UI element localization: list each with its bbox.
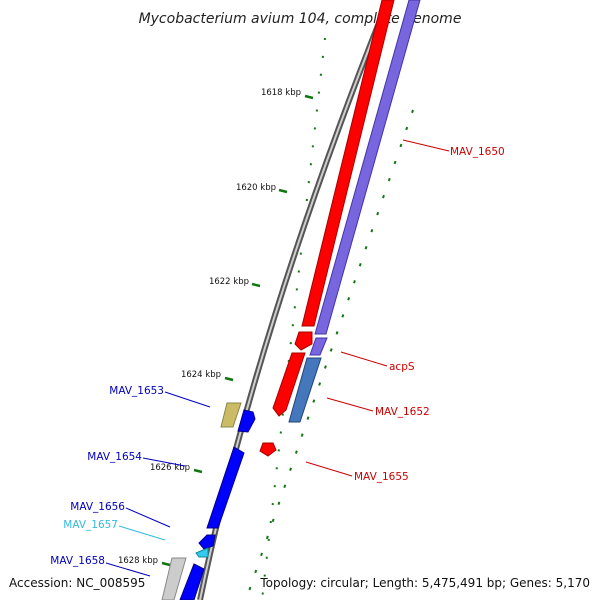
- gene-label-mav1658[interactable]: MAV_1658: [50, 555, 105, 567]
- track-mav1652-steel[interactable]: [288, 357, 322, 423]
- major-tick-1618: [304, 94, 314, 100]
- gene-label-mav1656[interactable]: MAV_1656: [70, 501, 125, 513]
- leader-acps: [340, 351, 388, 367]
- tick-label-1624: 1624 kbp: [181, 370, 221, 380]
- gene-label-mav1655[interactable]: MAV_1655: [354, 471, 409, 483]
- cds-mav1658[interactable]: [179, 563, 205, 600]
- cds-mav1653[interactable]: [237, 409, 256, 433]
- major-tick-1622: [251, 282, 261, 288]
- gene-label-mav1654[interactable]: MAV_1654: [87, 451, 142, 463]
- gene-label-mav1652[interactable]: MAV_1652: [375, 406, 430, 418]
- gene-label-mav1653[interactable]: MAV_1653: [109, 385, 164, 397]
- leader-mav1655: [305, 461, 353, 477]
- cds-mav1655[interactable]: [259, 442, 277, 457]
- leader-mav1654: [142, 457, 186, 467]
- leader-mav1652: [326, 397, 374, 412]
- cds-mav1650-forward[interactable]: [301, 0, 395, 327]
- cds-mav1653-khaki[interactable]: [220, 402, 242, 428]
- major-tick-1624: [224, 376, 234, 382]
- track-segment-purple-small[interactable]: [309, 337, 328, 356]
- leader-mav1657: [118, 525, 166, 541]
- gene-label-mav1650[interactable]: MAV_1650: [450, 146, 505, 158]
- cds-mav1652[interactable]: [272, 352, 306, 417]
- major-tick-1626: [193, 468, 203, 474]
- tick-label-1618: 1618 kbp: [261, 88, 301, 98]
- major-tick-1620: [278, 188, 288, 194]
- leader-mav1650: [402, 139, 450, 152]
- tick-label-1622: 1622 kbp: [209, 277, 249, 287]
- track-mav1650-purple[interactable]: [314, 0, 421, 335]
- accession-text: Accession: NC_008595: [9, 576, 145, 590]
- cds-mav1654[interactable]: [206, 446, 245, 529]
- leader-mav1653: [164, 391, 211, 408]
- leader-mav1656: [125, 507, 171, 528]
- gene-label-mav1657[interactable]: MAV_1657: [63, 519, 118, 531]
- tick-label-1628: 1628 kbp: [118, 556, 158, 566]
- cds-mav1658-gray[interactable]: [161, 557, 187, 600]
- tick-label-1626: 1626 kbp: [150, 463, 190, 473]
- major-tick-1628: [161, 561, 171, 567]
- rna-mav1657[interactable]: [195, 547, 209, 558]
- gene-label-acps[interactable]: acpS: [389, 361, 415, 373]
- leader-mav1658: [105, 562, 151, 577]
- tick-label-1620: 1620 kbp: [236, 183, 276, 193]
- cds-acps[interactable]: [294, 331, 313, 351]
- topology-text: Topology: circular; Length: 5,475,491 bp…: [259, 576, 590, 590]
